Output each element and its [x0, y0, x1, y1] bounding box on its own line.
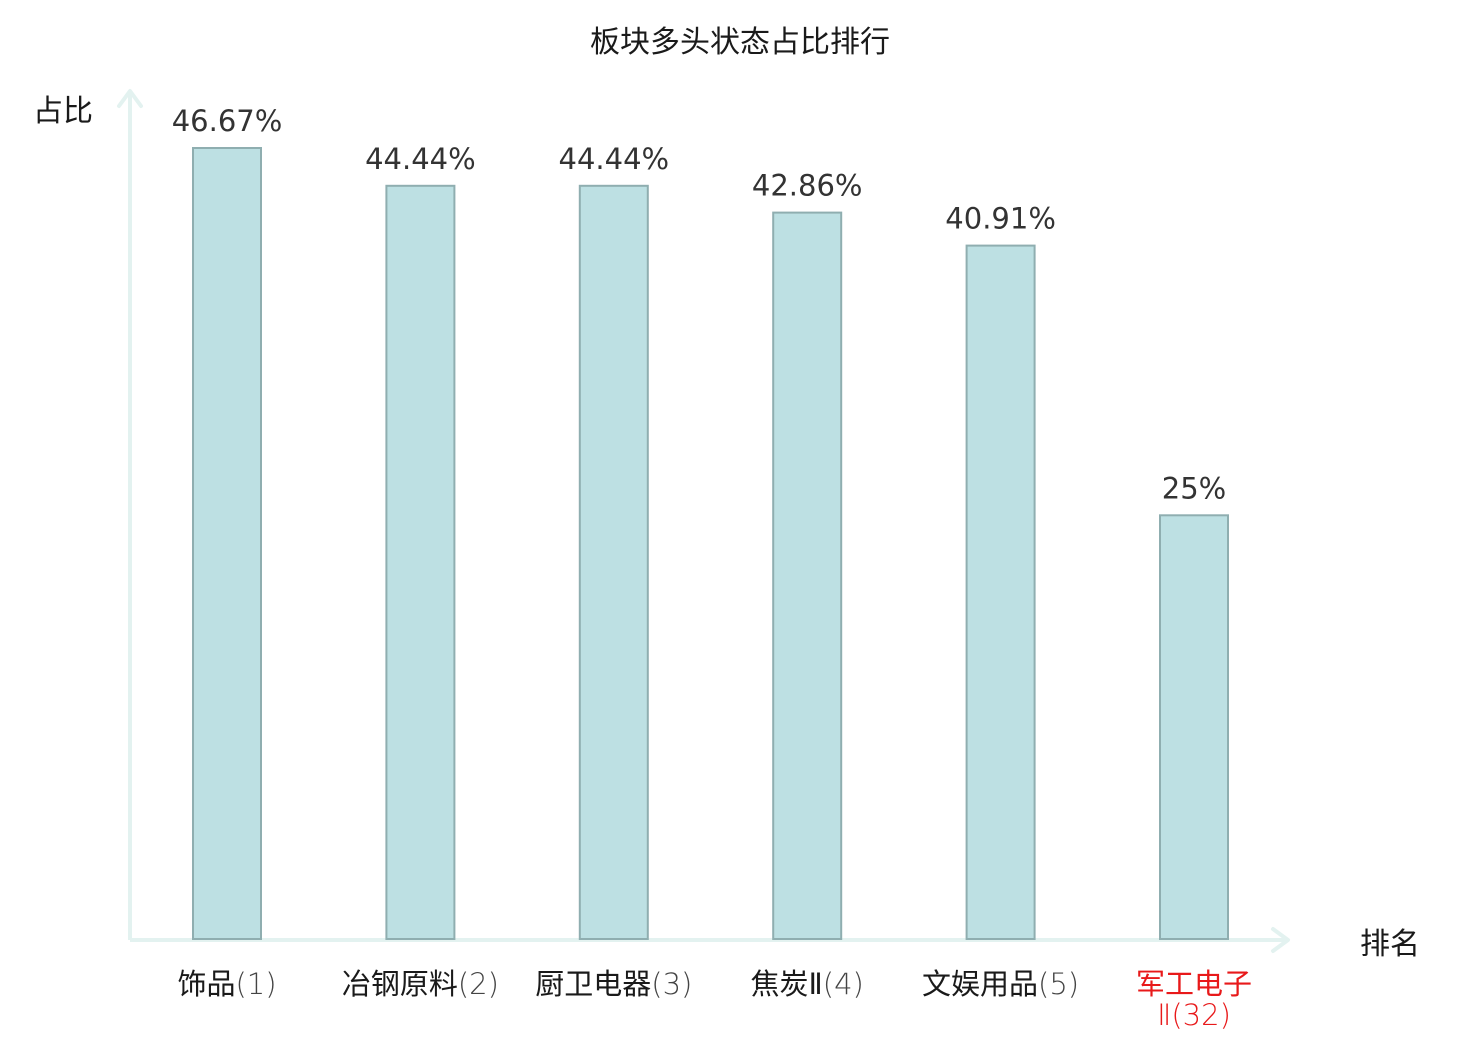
bar-value-label-5: 40.91% [945, 202, 1056, 236]
category-rank-2: (2) [458, 967, 499, 1001]
category-rank-1: (1) [235, 967, 276, 1001]
bars-group [192, 147, 1229, 941]
category-label-6: 军工电子 [1136, 967, 1252, 1001]
bar-value-label-2: 44.44% [365, 142, 476, 176]
category-label-3: 厨卫电器 [535, 967, 651, 1001]
bar-4 [772, 211, 843, 941]
category-rank-3: (3) [651, 967, 692, 1001]
bar-value-label-1: 46.67% [172, 104, 283, 138]
category-label-group-1: 饰品(1) [177, 967, 276, 1001]
chart-title: 板块多头状态占比排行 [590, 25, 890, 60]
category-label-group-2: 冶钢原料(2) [342, 967, 499, 1001]
category-label-4: 焦炭Ⅱ [751, 967, 823, 1001]
category-label-2: 冶钢原料 [342, 967, 458, 1001]
bar-value-label-4: 42.86% [752, 169, 863, 203]
y-axis-arrow-icon [117, 89, 143, 108]
x-axis-label: 排名 [1360, 927, 1420, 962]
category-rank-5: (5) [1038, 967, 1079, 1001]
bar-6 [1159, 514, 1229, 940]
category-labels-group: 饰品(1) 冶钢原料(2) 厨卫电器(3) 焦炭Ⅱ(4) 文娱用品(5) 军工电子Ⅱ(32… [177, 967, 1252, 1032]
x-axis-arrow-icon [1271, 927, 1290, 953]
category-label-group-5: 文娱用品(5) [922, 967, 1079, 1001]
bar-value-label-6: 25% [1162, 471, 1226, 505]
bar-value-label-3: 44.44% [559, 142, 670, 176]
category-label-5: 文娱用品 [922, 967, 1038, 1001]
category-label-1: 饰品 [177, 967, 235, 1001]
y-axis-label: 占比 [33, 94, 93, 129]
bar-3 [578, 184, 649, 941]
category-label-group-3: 厨卫电器(3) [535, 967, 692, 1001]
value-labels-group: 46.67% 44.44% 44.44% 42.86% 40.91% 25% [172, 104, 1227, 505]
category-rank-4: (4) [823, 967, 864, 1001]
category-label-group-4: 焦炭Ⅱ(4) [751, 967, 864, 1001]
category-rank-6: Ⅱ(32) [1157, 998, 1231, 1032]
bar-1 [192, 147, 262, 940]
bar-5 [965, 244, 1036, 941]
bar-2 [385, 184, 456, 941]
